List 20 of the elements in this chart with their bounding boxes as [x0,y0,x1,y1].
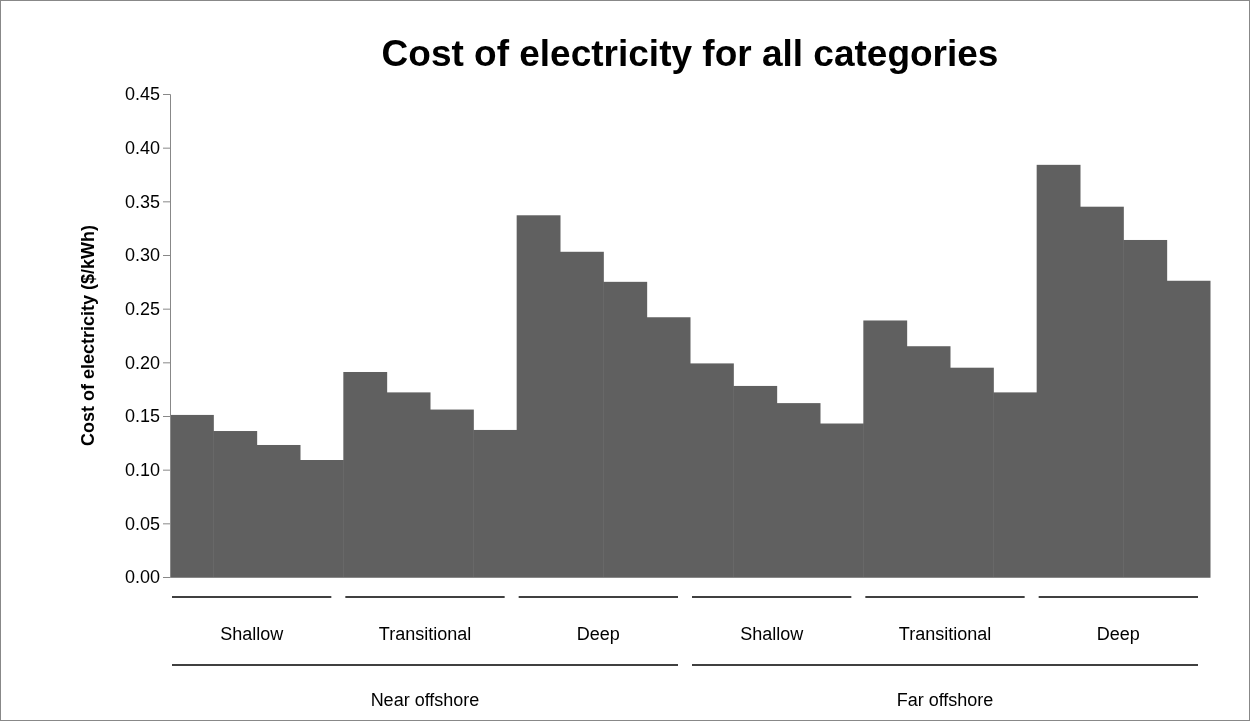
text: Far offshore [896,690,994,710]
text: Deep [1096,624,1140,644]
y-tick-label: 0.15 [124,406,160,427]
y-axis-title: Cost of electricity ($/kWh) [78,224,98,447]
y-tick-label: 0.40 [124,137,160,158]
y-tick-label: 0.00 [124,567,160,588]
y-tick-label: 0.20 [124,352,160,373]
text: Transitional [378,624,472,644]
y-tick-label: 0.25 [124,298,160,319]
y-tick-label: 0.30 [124,245,160,266]
text: Shallow [220,624,285,644]
y-tick-label: 0.45 [124,84,160,105]
text: Deep [576,624,620,644]
y-tick-label: 0.35 [124,191,160,212]
text: Near offshore [370,690,480,710]
text: Transitional [898,624,992,644]
text: Shallow [740,624,805,644]
y-tick-label: 0.05 [124,513,160,534]
y-tick-label: 0.10 [124,459,160,480]
chart-title: Cost of electricity for all categories [381,33,999,74]
